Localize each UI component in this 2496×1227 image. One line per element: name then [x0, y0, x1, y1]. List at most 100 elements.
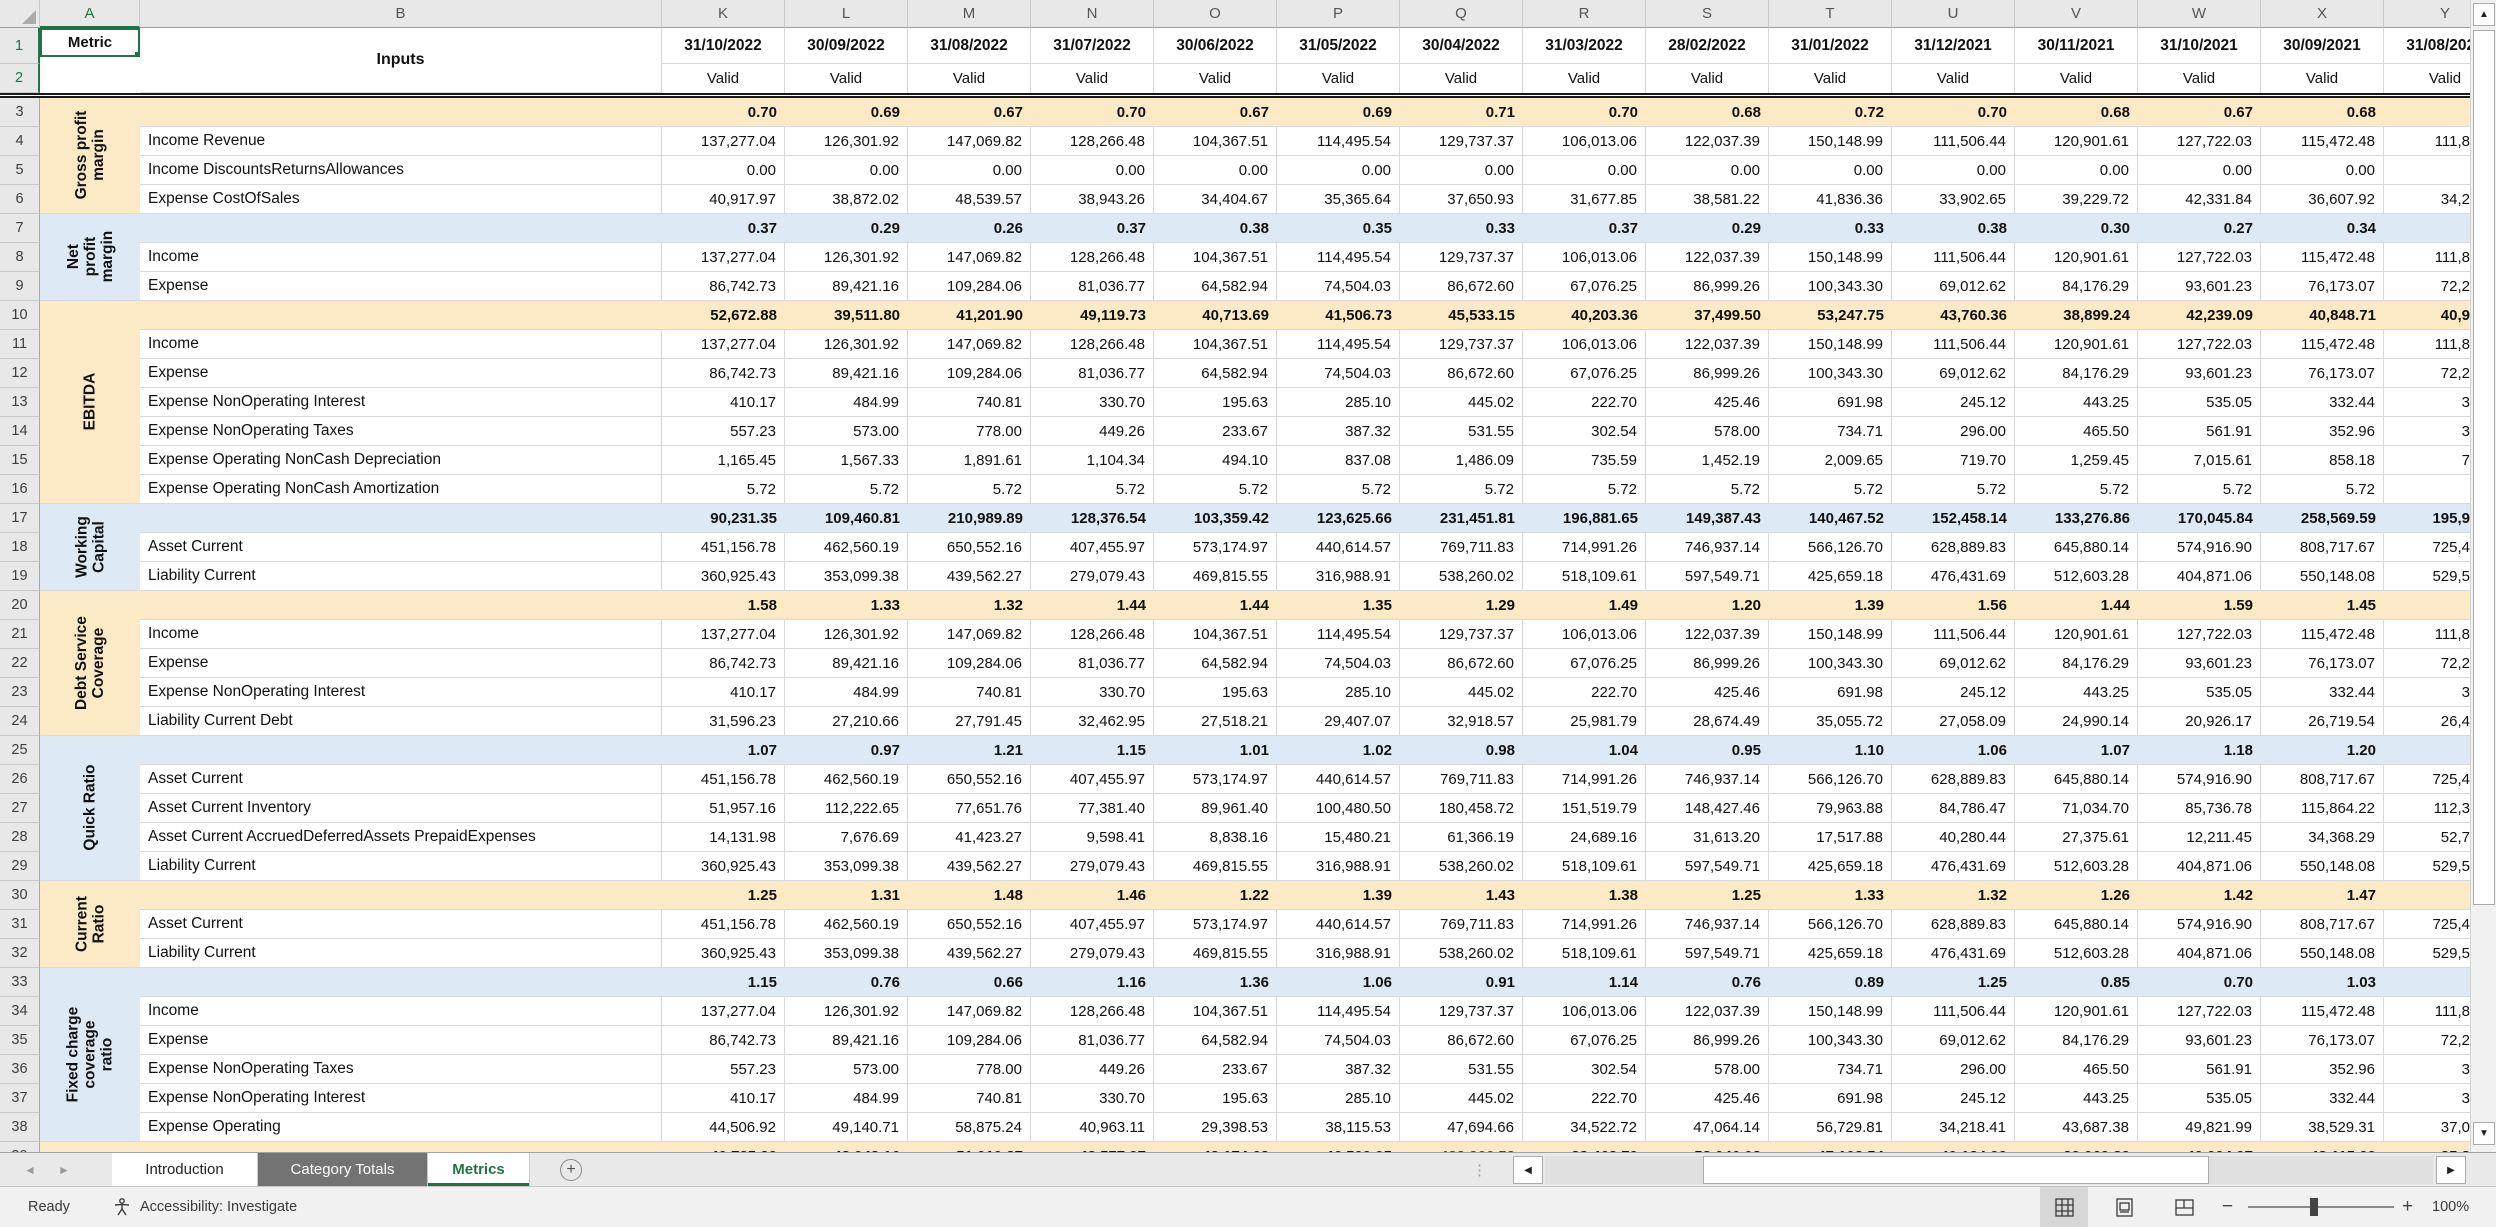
cell[interactable]: 512,603.28 [2015, 562, 2138, 591]
cell[interactable]: 222.70 [1523, 678, 1646, 707]
date-header-cell[interactable]: 31/07/2022 [1031, 28, 1154, 64]
cell[interactable]: 81,036.77 [1031, 1026, 1154, 1055]
cell-clipped[interactable]: 72,2 [2384, 272, 2470, 301]
cell[interactable]: 84,176.29 [2015, 649, 2138, 678]
ratio-cell[interactable]: 90,231.35 [662, 504, 785, 533]
cell[interactable]: 147,069.82 [908, 243, 1031, 272]
row-label[interactable]: Expense NonOperating Taxes [140, 1055, 662, 1084]
cell[interactable]: 122,037.39 [1646, 620, 1769, 649]
cell[interactable]: 462,560.19 [785, 765, 908, 794]
row-header-28[interactable]: 28 [0, 823, 40, 852]
cell-clipped[interactable]: 3 [2384, 417, 2470, 446]
zoom-level[interactable]: 100% [2432, 1199, 2470, 1215]
date-header-cell[interactable]: 30/09/2021 [2261, 28, 2384, 64]
cell[interactable]: 74,504.03 [1277, 649, 1400, 678]
row-header-25[interactable]: 25 [0, 736, 40, 765]
cell[interactable]: 64,582.94 [1154, 649, 1277, 678]
cell[interactable]: 285.10 [1277, 388, 1400, 417]
ratio-cell[interactable]: 1.39 [1277, 881, 1400, 910]
cell[interactable]: 476,431.69 [1892, 939, 2015, 968]
row-label[interactable]: Asset Current [140, 533, 662, 562]
cell[interactable]: 137,277.04 [662, 620, 785, 649]
date-header-cell[interactable]: 30/04/2022 [1400, 28, 1523, 64]
cell[interactable]: 8,838.16 [1154, 823, 1277, 852]
ratio-cell[interactable]: 1.38 [1523, 881, 1646, 910]
ratio-cell[interactable]: 196,881.65 [1523, 504, 1646, 533]
ratio-cell[interactable]: 1.20 [2261, 736, 2384, 765]
row-header-23[interactable]: 23 [0, 678, 40, 707]
cell[interactable]: 104,367.51 [1154, 127, 1277, 156]
group-label-cell[interactable]: Net profit margin [40, 214, 140, 301]
cell[interactable]: 48,539.57 [908, 185, 1031, 214]
cell[interactable]: 5.72 [785, 475, 908, 504]
cell[interactable]: 106,013.06 [1523, 330, 1646, 359]
cell[interactable]: 561.91 [2138, 1055, 2261, 1084]
ratio-cell[interactable]: 1.25 [1646, 881, 1769, 910]
row-label[interactable]: Expense NonOperating Interest [140, 1084, 662, 1113]
cell[interactable]: 137,277.04 [662, 330, 785, 359]
cell[interactable]: 465.50 [2015, 417, 2138, 446]
cell[interactable]: 56,729.81 [1769, 1113, 1892, 1142]
cell-clipped[interactable]: 3 [2384, 1055, 2470, 1084]
date-header-cell[interactable]: 30/11/2021 [2015, 28, 2138, 64]
cell[interactable]: 42,331.84 [2138, 185, 2261, 214]
cell[interactable]: 573,174.97 [1154, 765, 1277, 794]
cell[interactable]: 41,423.27 [908, 823, 1031, 852]
summary-row-spacer[interactable] [140, 98, 662, 127]
row-header-22[interactable]: 22 [0, 649, 40, 678]
zoom-slider[interactable] [2248, 1206, 2394, 1208]
ratio-cell-clipped[interactable]: 40,9 [2384, 301, 2470, 330]
ratio-cell[interactable]: 43,174.62 [1154, 1142, 1277, 1152]
cell[interactable]: 1,452.19 [1646, 446, 1769, 475]
cell[interactable]: 93,601.23 [2138, 649, 2261, 678]
cell[interactable]: 27,210.66 [785, 707, 908, 736]
cell[interactable]: 808,717.67 [2261, 533, 2384, 562]
cell[interactable]: 127,722.03 [2138, 243, 2261, 272]
ratio-cell[interactable]: 1.06 [1892, 736, 2015, 765]
cell-clipped[interactable]: 72,2 [2384, 649, 2470, 678]
cell[interactable]: 84,786.47 [1892, 794, 2015, 823]
cell-clipped[interactable] [2384, 156, 2470, 185]
cell[interactable]: 20,926.17 [2138, 707, 2261, 736]
cell[interactable]: 93,601.23 [2138, 1026, 2261, 1055]
cell[interactable]: 494.10 [1154, 446, 1277, 475]
cell[interactable]: 7,676.69 [785, 823, 908, 852]
cell[interactable]: 38,943.26 [1031, 185, 1154, 214]
cell[interactable]: 106,013.06 [1523, 243, 1646, 272]
cell[interactable]: 0.00 [908, 156, 1031, 185]
cell[interactable]: 35,055.72 [1769, 707, 1892, 736]
cell[interactable]: 106,013.06 [1523, 127, 1646, 156]
date-header-cell[interactable]: 31/03/2022 [1523, 28, 1646, 64]
cell[interactable]: 86,999.26 [1646, 272, 1769, 301]
cell[interactable]: 550,148.08 [2261, 852, 2384, 881]
cell[interactable]: 302.54 [1523, 1055, 1646, 1084]
cell[interactable]: 115,864.22 [2261, 794, 2384, 823]
cell[interactable]: 137,277.04 [662, 997, 785, 1026]
cell[interactable]: 69,012.62 [1892, 649, 2015, 678]
row-label[interactable]: Expense NonOperating Interest [140, 678, 662, 707]
ratio-cell[interactable]: 0.33 [1400, 214, 1523, 243]
cell[interactable]: 150,148.99 [1769, 997, 1892, 1026]
column-header-x[interactable]: X [2261, 0, 2384, 28]
cell[interactable]: 330.70 [1031, 1084, 1154, 1113]
cell-clipped[interactable]: 111,8 [2384, 620, 2470, 649]
ratio-cell[interactable]: 1.36 [1154, 968, 1277, 997]
valid-status-cell[interactable]: Valid [1154, 64, 1277, 93]
ratio-cell[interactable]: 1.14 [1523, 968, 1646, 997]
cell[interactable]: 330.70 [1031, 388, 1154, 417]
valid-status-cell[interactable]: Valid [1892, 64, 2015, 93]
cell[interactable]: 5.72 [2015, 475, 2138, 504]
cell[interactable]: 484.99 [785, 678, 908, 707]
cell[interactable]: 330.70 [1031, 678, 1154, 707]
ratio-cell[interactable]: 45,533.15 [1400, 301, 1523, 330]
cell[interactable]: 111,506.44 [1892, 997, 2015, 1026]
cell-clipped[interactable]: 3 [2384, 678, 2470, 707]
cell[interactable]: 445.02 [1400, 1084, 1523, 1113]
ratio-cell-clipped[interactable] [2384, 214, 2470, 243]
row-label[interactable]: Income [140, 997, 662, 1026]
row-label[interactable]: Expense NonOperating Interest [140, 388, 662, 417]
cell[interactable]: 128,266.48 [1031, 243, 1154, 272]
cell[interactable]: 735.59 [1523, 446, 1646, 475]
ratio-cell[interactable]: 1.15 [1031, 736, 1154, 765]
ratio-cell[interactable]: 41,506.73 [1277, 301, 1400, 330]
